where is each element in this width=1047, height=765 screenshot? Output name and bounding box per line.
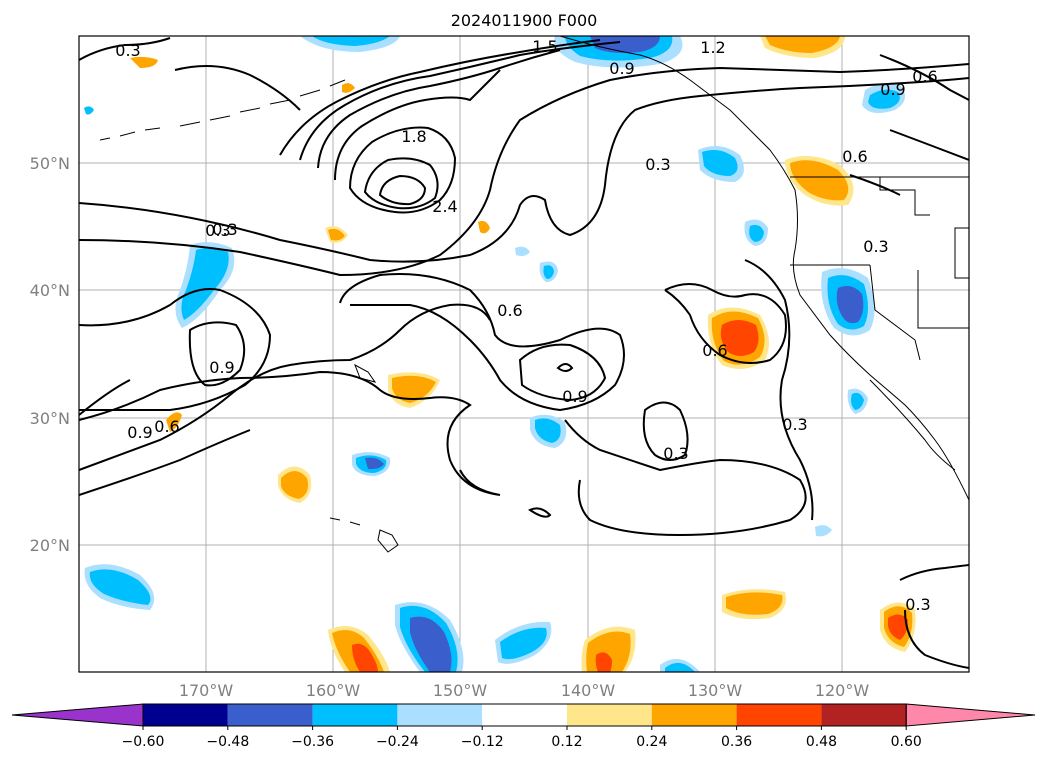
lat-label-30n: 30°N <box>30 409 70 428</box>
colorbar-extend-max <box>905 703 1036 727</box>
contour-06-west <box>79 288 272 412</box>
colorbar-tick-label: −0.24 <box>376 734 419 750</box>
hawaii-2 <box>377 529 399 553</box>
coast-border-4 <box>869 264 921 361</box>
contour-label: 0.6 <box>702 341 727 360</box>
contour-03-east-loop <box>642 401 689 461</box>
lon-label-130w: 130°W <box>688 681 743 700</box>
lat-labels: 50°N 40°N 30°N 20°N <box>30 154 70 555</box>
colorbar-tick-label: 0.24 <box>636 734 667 750</box>
colorbar-bin <box>567 704 652 726</box>
contour-label: 0.6 <box>154 417 179 436</box>
hawaii-1 <box>354 363 377 383</box>
contour-label: 2.4 <box>432 197 457 216</box>
contour-18 <box>334 69 501 181</box>
colorbar-tick-label: 0.48 <box>806 734 837 750</box>
contour-lines <box>79 37 969 669</box>
contour-24 <box>363 157 439 210</box>
colorbar-bin <box>482 704 567 726</box>
colorbar-tick-label: −0.60 <box>122 734 165 750</box>
lon-label-120w: 120°W <box>815 681 870 700</box>
colorbar-tick-label: 0.60 <box>891 734 922 750</box>
contour-06-mid <box>339 273 625 412</box>
coast-aleutians <box>99 79 346 141</box>
contour-09-west <box>188 321 246 387</box>
contour-label: 1.2 <box>700 38 725 57</box>
lon-labels: 170°W 160°W 150°W 140°W 130°W 120°W <box>179 681 870 700</box>
colorbar-tick-label: −0.12 <box>461 734 504 750</box>
contour-label: 1.5 <box>532 37 557 56</box>
lat-label-20n: 20°N <box>30 536 70 555</box>
lon-label-160w: 160°W <box>306 681 361 700</box>
contour-09 <box>279 39 601 156</box>
contour-labels: 0.3 0.3 1.5 1.2 0.9 0.6 0.9 1.8 2.4 0.3 … <box>115 37 937 614</box>
contour-label: 0.9 <box>609 59 634 78</box>
map-title: 2024011900 F000 <box>451 11 598 30</box>
contour-label: 0.3 <box>212 220 237 239</box>
colorbar-bin <box>397 704 483 726</box>
coast-mexico <box>869 379 956 471</box>
contour-label: 0.3 <box>905 595 930 614</box>
colorbar-extend-min <box>11 703 144 727</box>
contour-label: 0.3 <box>863 237 888 256</box>
coast-alaska <box>559 36 969 501</box>
colorbar-tick-label: −0.36 <box>291 734 334 750</box>
contour-21 <box>348 126 457 214</box>
contour-label: 0.6 <box>842 147 867 166</box>
contour-15 <box>317 49 561 169</box>
colorbar-outline <box>142 703 907 727</box>
contour-label: 0.3 <box>663 444 688 463</box>
colorbar: −0.60 −0.48 −0.36 −0.24 −0.12 0.12 0.24 0.36 0.4… <box>11 703 1036 750</box>
neg-blob-small3 <box>515 246 530 256</box>
contour-03-west2 <box>79 429 251 496</box>
contour-label: 0.3 <box>645 155 670 174</box>
contour-label: 0.6 <box>912 67 937 86</box>
coastlines <box>99 36 969 553</box>
lat-label-50n: 50°N <box>30 154 70 173</box>
colorbar-bin <box>227 704 313 726</box>
coast-border-6 <box>954 227 969 279</box>
contour-03-south <box>564 419 807 537</box>
colorbar-bin <box>736 704 822 726</box>
colorbar-bin <box>143 704 228 726</box>
pos-blob-nw-top <box>130 56 158 68</box>
lon-label-140w: 140°W <box>561 681 616 700</box>
contour-label: 0.3 <box>205 221 230 240</box>
colorbar-tick-label: 0.36 <box>721 734 752 750</box>
colorbar-bin <box>312 704 398 726</box>
map-area <box>79 36 969 672</box>
contour-label: 0.9 <box>209 358 234 377</box>
lon-label-150w: 150°W <box>433 681 488 700</box>
contour-label: 0.6 <box>497 301 522 320</box>
contour-03-lower <box>79 370 501 496</box>
contour-label: 0.3 <box>782 415 807 434</box>
contour-06-east <box>664 283 787 365</box>
contour-label: 0.9 <box>127 423 152 442</box>
colorbar-tick-label: 0.12 <box>551 734 582 750</box>
contour-label: 0.3 <box>115 41 140 60</box>
contour-label: 0.9 <box>880 80 905 99</box>
lat-label-40n: 40°N <box>30 281 70 300</box>
coast-border-2 <box>879 177 930 216</box>
contour-03-outer <box>79 77 969 263</box>
colorbar-bin <box>821 704 907 726</box>
contour-09-mid <box>518 343 607 402</box>
contour-06 <box>79 63 969 277</box>
lon-label-170w: 170°W <box>179 681 234 700</box>
coast-border-5 <box>917 270 969 329</box>
map-frame <box>78 35 970 673</box>
contour-03-west <box>79 303 491 471</box>
contour-03-far-east <box>744 259 814 521</box>
contour-label: 0.9 <box>562 387 587 406</box>
contour-27 <box>378 174 427 206</box>
neg-blob-far-east <box>815 525 832 537</box>
colorbar-tick-label: −0.48 <box>206 734 249 750</box>
contour-label: 1.8 <box>401 127 426 146</box>
contour-12 <box>299 41 621 161</box>
anomaly-shading <box>84 36 916 672</box>
contour-03-se <box>899 564 969 669</box>
colorbar-bin <box>651 704 737 726</box>
